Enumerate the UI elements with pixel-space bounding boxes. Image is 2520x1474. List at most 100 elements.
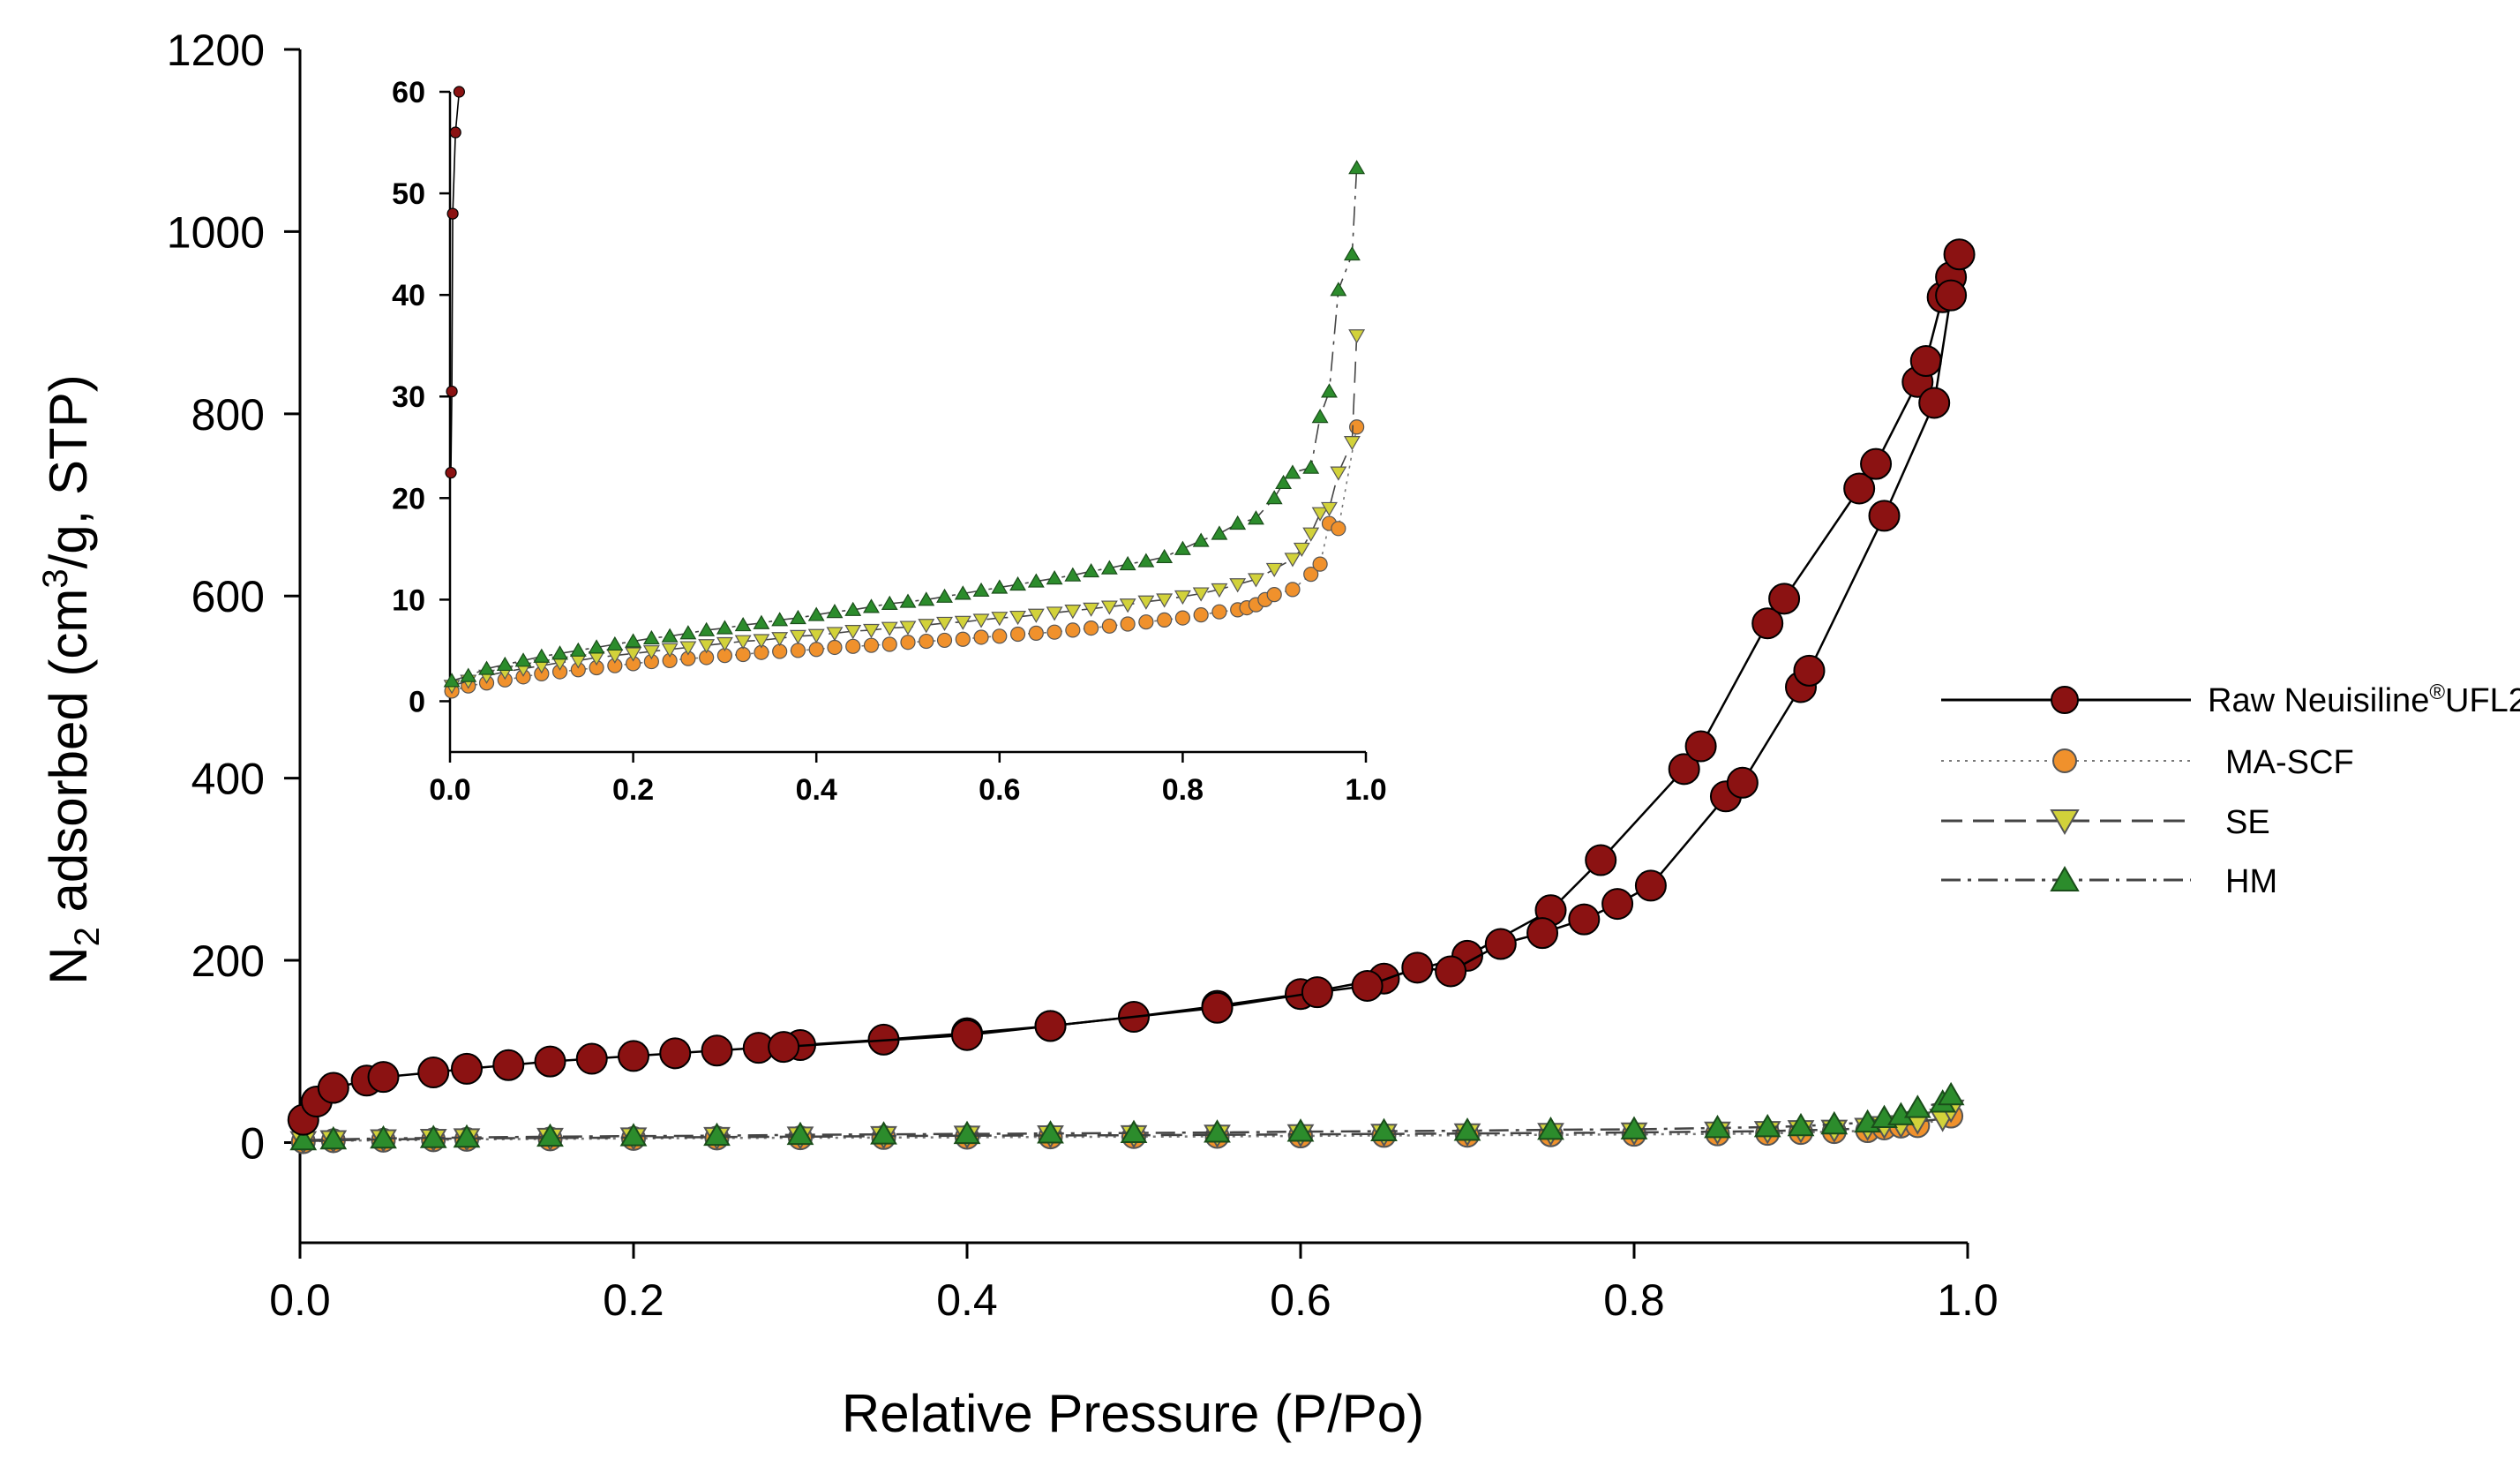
main-data-point [1120, 1119, 1148, 1144]
inset-data-point [734, 616, 752, 632]
inset-data-point [954, 585, 971, 600]
inset-data-point [1284, 553, 1301, 568]
legend-marker-raw [2051, 686, 2079, 714]
inset-data-point [1321, 383, 1338, 398]
main-data-point [1601, 888, 1634, 921]
inset-data-point [533, 648, 551, 663]
inset-data-point [1192, 587, 1210, 602]
main-data-point [419, 1124, 447, 1148]
inset-data-point [446, 207, 459, 220]
main-data-point [319, 1125, 348, 1150]
inset-data-point [1157, 612, 1173, 628]
main-data-point [317, 1072, 349, 1104]
inset-data-point [1174, 540, 1191, 555]
legend-label-raw-suffix: UFL2 [2445, 682, 2520, 719]
inset-data-point [771, 612, 789, 627]
inset-data-point [679, 641, 697, 656]
main-y-tick-label: 400 [191, 755, 265, 804]
main-data-point [289, 1126, 318, 1151]
inset-data-point [991, 612, 1009, 627]
legend-marker-se [2050, 809, 2080, 836]
inset-data-point [1211, 525, 1228, 540]
inset-data-point [1028, 625, 1044, 641]
main-data-point [1286, 1118, 1315, 1142]
legend-label-raw-sup: ® [2429, 681, 2445, 704]
inset-series-hm [443, 160, 1366, 688]
main-data-point [1868, 500, 1901, 532]
main-data-point [703, 1122, 731, 1147]
inset-x-tick-label: 0.2 [612, 773, 654, 807]
main-y-tick-label: 200 [191, 936, 265, 986]
legend: Raw Neuisiline®UFL2 MA-SCF SE HM [1941, 681, 2520, 900]
main-data-point [1860, 447, 1893, 480]
legend-entry-hm: HM [1941, 863, 2277, 900]
main-data-point [1684, 730, 1717, 763]
main-y-tick-label: 600 [191, 572, 265, 621]
inset-data-point [826, 627, 844, 642]
inset-data-point [991, 579, 1009, 594]
inset-data-point [936, 616, 953, 632]
main-data-point [370, 1124, 397, 1149]
inset-data-point [1046, 624, 1062, 640]
inset-data-point [1137, 595, 1155, 610]
main-series-line [784, 295, 1953, 1049]
inset-data-point [1009, 626, 1026, 643]
main-data-point [619, 1123, 648, 1147]
inset-data-point [606, 635, 624, 651]
inset-data-point [881, 621, 898, 636]
inset-data-point [1100, 560, 1118, 575]
inset-data-point [446, 385, 458, 398]
inset-data-point [1174, 610, 1191, 626]
main-series-raw [768, 279, 1968, 1064]
inset-data-point [1027, 573, 1045, 588]
inset-y-tick-label: 50 [392, 177, 425, 211]
main-x-tick-label: 0.0 [269, 1275, 331, 1325]
inset-data-point [863, 623, 880, 639]
inset-data-point [863, 637, 880, 653]
inset-data-point [1083, 620, 1099, 636]
inset-data-point [1174, 590, 1191, 605]
inset-data-point [881, 636, 897, 652]
y-title-sub: 2 [68, 927, 107, 946]
inset-data-point [972, 613, 990, 628]
main-data-point [1787, 1112, 1815, 1137]
inset-data-point [844, 625, 862, 640]
inset-data-point [716, 620, 733, 635]
inset-data-point [1137, 553, 1155, 568]
inset-data-point [807, 606, 825, 621]
main-data-point [367, 1061, 400, 1094]
main-x-tick-label: 0.4 [936, 1275, 998, 1325]
legend-label-ma-scf: MA-SCF [2225, 744, 2354, 781]
main-data-point [575, 1042, 608, 1075]
main-data-point [453, 1124, 481, 1148]
legend-marker-ma-scf [2052, 748, 2077, 773]
legend-entry-se: SE [1941, 804, 2270, 841]
main-data-point [786, 1121, 814, 1146]
y-title-sup: 3 [36, 568, 75, 588]
inset-data-point [449, 126, 461, 139]
main-data-point [768, 1031, 800, 1064]
inset-series-line [451, 426, 1358, 692]
inset-data-point [1064, 567, 1082, 582]
inset-data-point [1303, 567, 1319, 583]
y-title-prefix: N [39, 946, 98, 984]
inset-data-point [1211, 583, 1228, 598]
main-data-point [1351, 969, 1384, 1002]
main-data-point [1034, 1010, 1067, 1042]
inset-data-point [1120, 616, 1136, 632]
main-data-point [1484, 928, 1517, 960]
inset-data-point [1247, 510, 1264, 525]
main-data-point [1943, 238, 1976, 271]
inset-data-point [807, 628, 825, 643]
inset-data-point [1349, 419, 1365, 435]
main-y-axis-title: N2 adsorbed (cm3/g, STP) [36, 374, 107, 984]
main-data-point [659, 1037, 692, 1070]
main-y-tick-label: 1200 [167, 26, 265, 75]
main-data-point [1435, 955, 1467, 988]
inset-data-point [1027, 608, 1045, 623]
main-data-point [1793, 654, 1826, 687]
main-data-point [953, 1120, 981, 1145]
inset-data-point [1302, 527, 1320, 542]
main-data-point [1568, 903, 1601, 936]
